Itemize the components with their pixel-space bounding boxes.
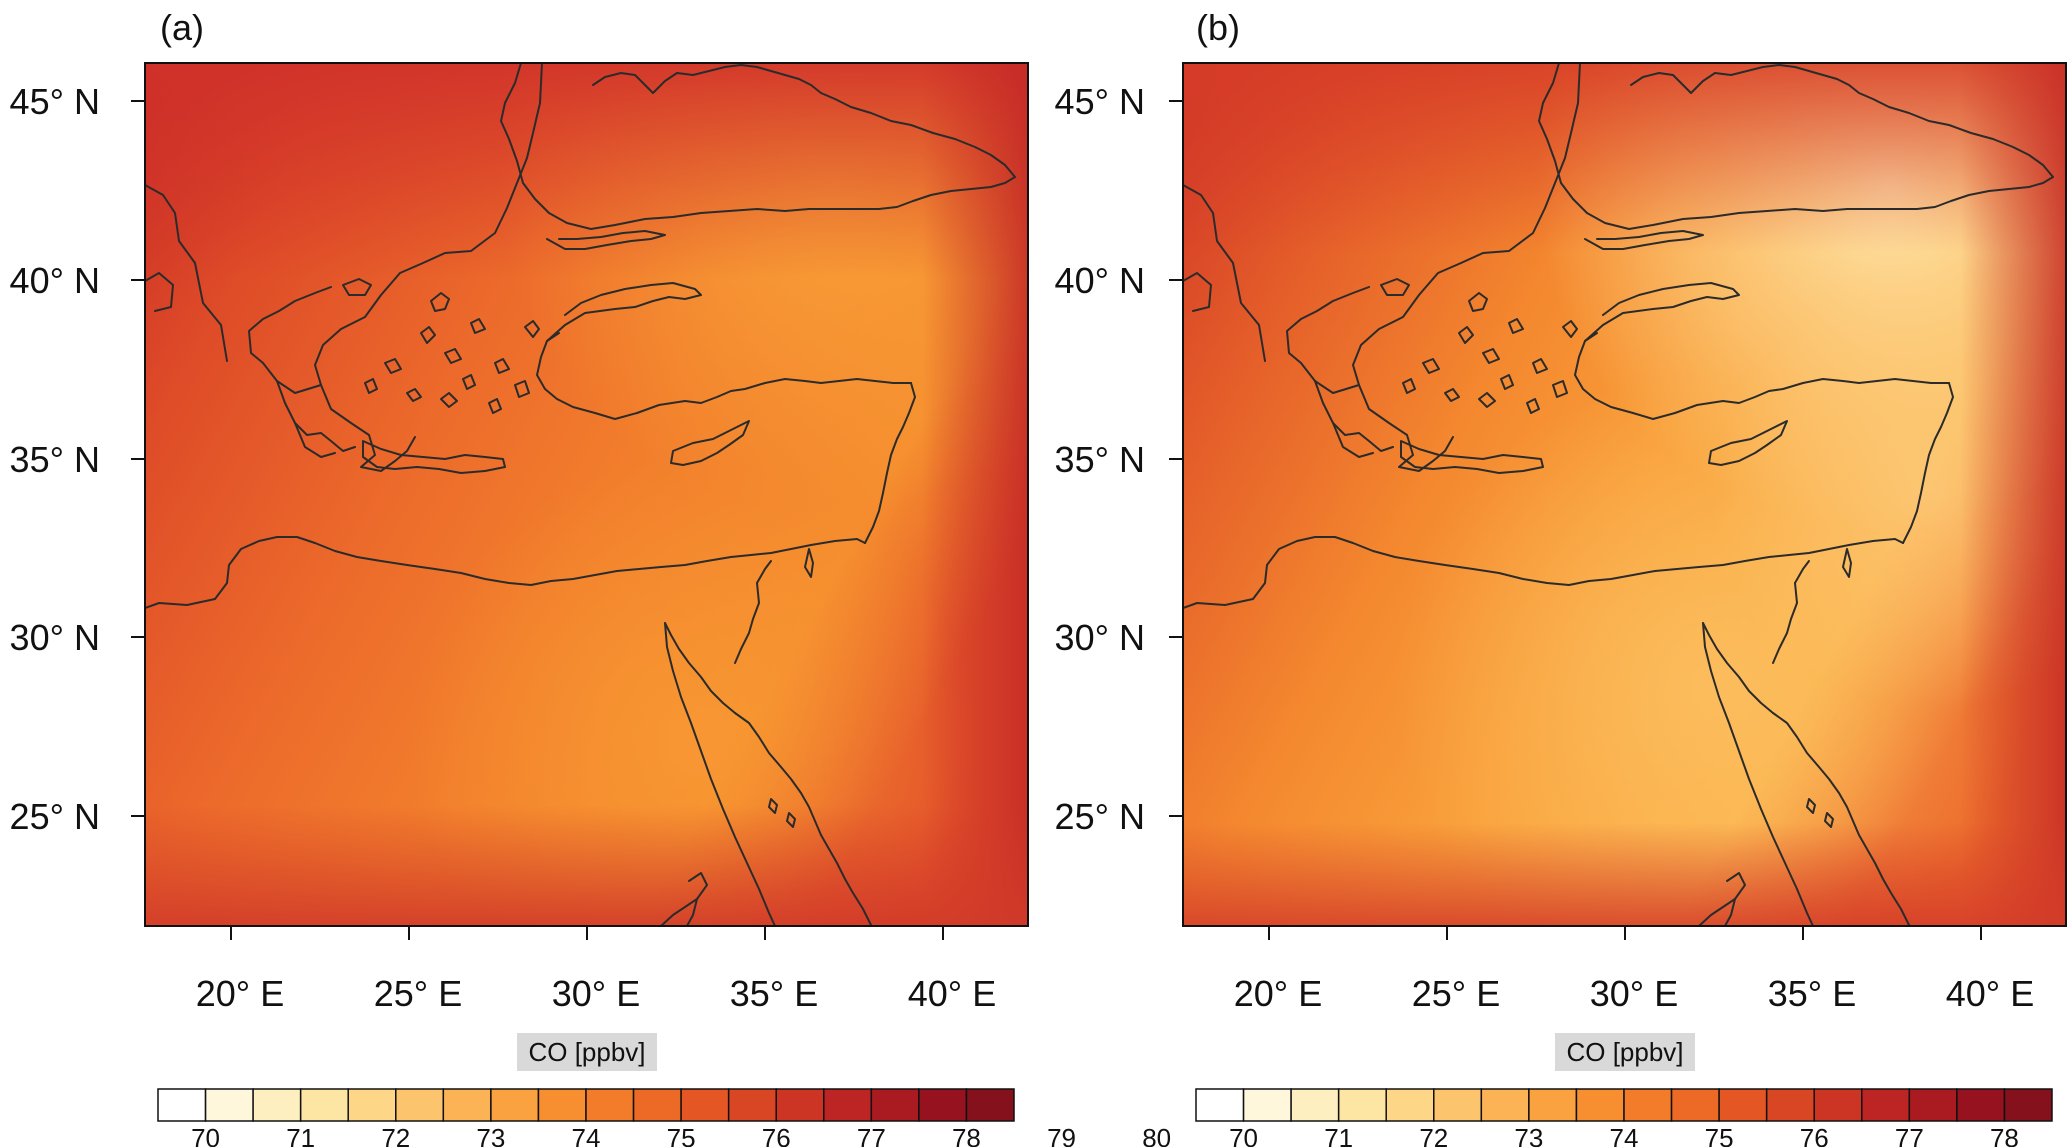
colorbar-swatch xyxy=(1385,1088,1435,1122)
lon-tick-label: 35° E xyxy=(1768,973,1856,1014)
colorbar-swatch xyxy=(537,1088,587,1122)
panel-label: (a) xyxy=(160,7,204,48)
lat-tick-label: 45° N xyxy=(10,81,100,122)
colorbar-label: 74 xyxy=(572,1123,601,1147)
colorbar xyxy=(157,1088,1015,1122)
colorbar-swatch xyxy=(1290,1088,1340,1122)
colorbar-swatch xyxy=(680,1088,730,1122)
map-panel-b: (b) 45° N 40° N 35° N 30° N 25° xyxy=(1055,7,2067,1147)
colorbar-swatch xyxy=(1337,1088,1387,1122)
lon-tick-label: 40° E xyxy=(1946,973,2034,1014)
lon-tick-label: 25° E xyxy=(374,973,462,1014)
lon-tick-marks xyxy=(1268,926,1982,940)
colorbar-label: 70 xyxy=(191,1123,220,1147)
colorbar-label: 71 xyxy=(1324,1123,1353,1147)
lat-tick-label: 25° N xyxy=(10,796,100,837)
colorbar-swatch xyxy=(1195,1088,1245,1122)
colorbar-title-box xyxy=(1555,1033,1695,1071)
colorbar-swatch xyxy=(727,1088,777,1122)
lon-tick-label: 40° E xyxy=(908,973,996,1014)
lat-tick-label: 30° N xyxy=(1055,617,1145,658)
colorbar-swatch xyxy=(1433,1088,1483,1122)
colorbar-swatch xyxy=(1908,1088,1958,1122)
colorbar-swatch xyxy=(1575,1088,1625,1122)
lat-tick-label: 40° N xyxy=(1055,260,1145,301)
colorbar-swatch xyxy=(1765,1088,1815,1122)
colorbar-swatch xyxy=(2003,1088,2053,1122)
colorbar-label: 75 xyxy=(667,1123,696,1147)
colorbar-label: 77 xyxy=(857,1123,886,1147)
colorbar-label: 73 xyxy=(476,1123,505,1147)
colorbar-label: 73 xyxy=(1514,1123,1543,1147)
map-panel-a: (a) 45° N 40° N 35° N 30° N 25° N xyxy=(10,7,1172,1147)
lat-tick-marks xyxy=(1169,100,1183,817)
lon-tick-marks xyxy=(230,926,944,940)
colorbar-swatch xyxy=(442,1088,492,1122)
panel-label: (b) xyxy=(1196,7,1240,48)
colorbar-label: 72 xyxy=(381,1123,410,1147)
colorbar-swatch xyxy=(490,1088,540,1122)
colorbar-swatch xyxy=(157,1088,207,1122)
lon-tick-label: 25° E xyxy=(1412,973,1500,1014)
colorbar-label: 78 xyxy=(952,1123,981,1147)
lon-tick-label: 20° E xyxy=(1234,973,1322,1014)
colorbar-swatch xyxy=(1670,1088,1720,1122)
colorbar-labels: 70 71 72 73 74 75 76 77 78 79 80 xyxy=(191,1123,1171,1147)
colorbar-swatch xyxy=(632,1088,682,1122)
colorbar-label: 74 xyxy=(1610,1123,1639,1147)
colorbar-swatch xyxy=(1623,1088,1673,1122)
lat-tick-marks xyxy=(131,100,145,817)
colorbar-label: 80 xyxy=(1142,1123,1171,1147)
colorbar-label: 72 xyxy=(1419,1123,1448,1147)
colorbar-label: 70 xyxy=(1229,1123,1258,1147)
colorbar-swatch xyxy=(585,1088,635,1122)
colorbar-swatch xyxy=(1528,1088,1578,1122)
lat-tick-label: 45° N xyxy=(1055,81,1145,122)
colorbar-label: 78 xyxy=(1990,1123,2019,1147)
colorbar-swatch xyxy=(870,1088,920,1122)
colorbar-swatch xyxy=(299,1088,349,1122)
colorbar-label: 77 xyxy=(1895,1123,1924,1147)
lon-tick-label: 20° E xyxy=(196,973,284,1014)
colorbar-label: 76 xyxy=(1800,1123,1829,1147)
colorbar-label: 71 xyxy=(286,1123,315,1147)
lat-tick-label: 35° N xyxy=(1055,439,1145,480)
colorbar-title: CO [ppbv] xyxy=(1566,1037,1683,1067)
colorbar-label: 75 xyxy=(1705,1123,1734,1147)
lon-tick-label: 30° E xyxy=(552,973,640,1014)
colorbar-swatch xyxy=(347,1088,397,1122)
co-field-map xyxy=(1183,63,2066,926)
lat-tick-label: 40° N xyxy=(10,260,100,301)
colorbar-swatch xyxy=(1956,1088,2006,1122)
colorbar-swatch xyxy=(1813,1088,1863,1122)
colorbar-label: 76 xyxy=(762,1123,791,1147)
colorbar-swatch xyxy=(1242,1088,1292,1122)
colorbar-swatch xyxy=(965,1088,1015,1122)
lat-tick-label: 30° N xyxy=(10,617,100,658)
colorbar-swatch xyxy=(1861,1088,1911,1122)
colorbar-swatch xyxy=(775,1088,825,1122)
colorbar-title-box xyxy=(517,1033,657,1071)
co-field-map xyxy=(145,63,1028,926)
colorbar-swatch xyxy=(823,1088,873,1122)
lon-tick-label: 30° E xyxy=(1590,973,1678,1014)
colorbar-swatch xyxy=(1718,1088,1768,1122)
colorbar-swatch xyxy=(252,1088,302,1122)
colorbar-swatch xyxy=(918,1088,968,1122)
colorbar-label: 79 xyxy=(1047,1123,1076,1147)
colorbar-swatch xyxy=(395,1088,445,1122)
colorbar-title: CO [ppbv] xyxy=(528,1037,645,1067)
lat-tick-label: 25° N xyxy=(1055,796,1145,837)
colorbar-swatch xyxy=(1480,1088,1530,1122)
lon-tick-label: 35° E xyxy=(730,973,818,1014)
colorbar xyxy=(1195,1088,2053,1122)
colorbar-swatch xyxy=(204,1088,254,1122)
lat-tick-label: 35° N xyxy=(10,439,100,480)
